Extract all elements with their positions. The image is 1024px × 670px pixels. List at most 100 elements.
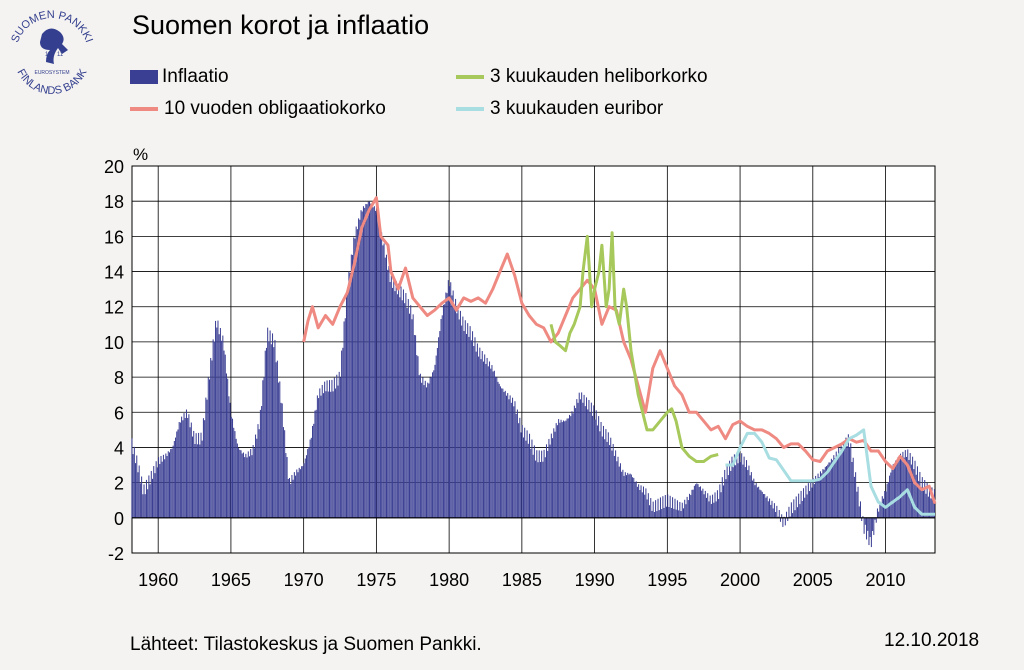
inflation-bar — [193, 430, 195, 518]
inflation-bar — [748, 465, 750, 518]
inflation-bar — [162, 454, 164, 518]
inflation-bar — [867, 517, 869, 531]
inflation-bar — [486, 357, 488, 518]
inflation-bar — [293, 472, 295, 518]
inflation-bar — [312, 425, 314, 518]
inflation-bar — [462, 316, 464, 518]
inflation-bar — [680, 511, 682, 518]
inflation-bar — [489, 361, 491, 518]
inflation-bar — [742, 464, 744, 518]
inflation-bar — [524, 427, 526, 518]
inflation-bar — [198, 432, 200, 518]
inflation-bar — [156, 467, 158, 518]
inflation-bar — [222, 335, 224, 518]
inflation-bar — [817, 473, 819, 518]
inflation-bar — [450, 282, 452, 518]
inflation-bar — [809, 491, 811, 518]
inflation-bar — [885, 491, 887, 518]
inflation-bar — [872, 517, 874, 531]
inflation-bar — [602, 425, 604, 518]
inflation-bar — [352, 254, 354, 518]
inflation-bar — [786, 511, 788, 518]
inflation-bar — [373, 206, 375, 518]
inflation-bar — [543, 449, 545, 518]
inflation-bar — [377, 220, 379, 518]
inflation-bar — [322, 393, 324, 518]
bond-yield-line — [302, 196, 937, 505]
inflation-bar — [436, 347, 438, 518]
inflation-bar — [390, 275, 392, 518]
inflation-bar — [798, 493, 800, 518]
inflation-bar — [649, 505, 651, 518]
inflation-bar — [644, 494, 646, 518]
inflation-bar — [640, 485, 642, 518]
inflation-bar — [189, 427, 191, 518]
inflation-bar — [876, 508, 878, 518]
inflation-bar — [421, 382, 423, 518]
inflation-bar — [687, 500, 689, 518]
inflation-bar — [167, 451, 169, 518]
inflation-bar — [228, 396, 230, 518]
inflation-bar — [204, 420, 206, 518]
inflation-bar — [371, 203, 373, 518]
y-tick-label: 10 — [104, 333, 124, 353]
inflation-bar — [476, 343, 478, 518]
inflation-bar — [599, 431, 601, 518]
svg-text:18: 18 — [45, 52, 52, 58]
inflation-bar — [457, 305, 459, 518]
inflation-bar — [692, 489, 694, 518]
inflation-bar — [578, 392, 580, 518]
inflation-bar — [252, 445, 254, 518]
inflation-bar — [635, 481, 637, 518]
inflation-bar — [183, 413, 185, 518]
inflation-bar — [582, 402, 584, 518]
inflation-bar — [753, 478, 755, 518]
inflation-bar — [842, 441, 845, 518]
inflation-bar — [337, 385, 339, 518]
inflation-bar — [143, 484, 145, 518]
inflation-bar — [669, 495, 671, 518]
inflation-bar — [708, 501, 710, 518]
inflation-bar — [499, 386, 501, 518]
inflation-bar — [585, 397, 588, 518]
inflation-bar — [516, 409, 518, 518]
inflation-bar — [538, 450, 540, 518]
inflation-bar — [316, 395, 318, 518]
inflation-bar — [263, 377, 265, 518]
inflation-bar — [704, 490, 706, 518]
inflation-bar — [556, 425, 558, 518]
x-tick-label: 2000 — [720, 570, 760, 590]
inflation-bar — [256, 438, 258, 518]
inflation-bar — [342, 347, 344, 518]
inflation-bar — [562, 420, 564, 518]
inflation-bar — [559, 422, 561, 518]
inflation-bar — [623, 475, 625, 518]
inflation-bar — [579, 399, 581, 518]
inflation-bar — [137, 472, 139, 518]
inflation-bar — [673, 508, 675, 518]
inflation-bar — [698, 487, 700, 518]
inflation-bar — [527, 443, 529, 518]
inflation-bar — [438, 337, 440, 518]
inflation-bar — [276, 360, 278, 518]
inflation-bar — [892, 464, 894, 518]
inflation-bar — [732, 467, 734, 518]
inflation-bar — [498, 383, 500, 518]
inflation-bar — [622, 469, 624, 518]
inflation-bar — [664, 495, 666, 518]
inflation-bar — [445, 292, 447, 518]
svg-text:11: 11 — [57, 52, 64, 58]
inflation-bar — [647, 493, 649, 518]
inflation-bar — [801, 500, 803, 518]
inflation-bar — [296, 469, 298, 518]
inflation-bar — [725, 479, 727, 518]
inflation-bar — [627, 472, 629, 518]
inflation-bar — [886, 483, 888, 518]
inflation-bar — [285, 453, 287, 518]
inflation-bar — [544, 457, 546, 518]
inflation-bar — [646, 499, 648, 518]
inflation-bar — [912, 456, 914, 518]
inflation-bar — [236, 443, 238, 518]
inflation-bar — [465, 333, 468, 518]
inflation-bar — [356, 229, 358, 518]
